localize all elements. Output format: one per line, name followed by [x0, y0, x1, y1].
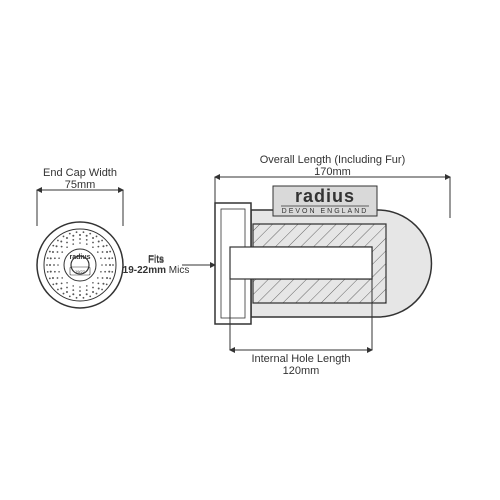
brand-subtitle: DEVON ENGLAND: [282, 208, 369, 215]
svg-text:19/22: 19/22: [75, 269, 86, 274]
brand-name: radius: [295, 186, 355, 206]
dimension-drawing: radius 19/22 radius DEVON ENGLAND End Cap Wi…: [0, 0, 500, 500]
overall-length-value: 170mm: [314, 166, 351, 178]
fits-line2: 19-22mm Mics: [123, 265, 190, 276]
side-view: [215, 203, 431, 324]
overall-length-label: Overall Length (Including Fur): [260, 154, 406, 166]
internal-length-value: 120mm: [283, 365, 320, 377]
front-view: [37, 222, 123, 308]
cap-logo: radius: [69, 254, 90, 261]
fits-line1: Fits: [148, 254, 164, 265]
end-cap-width-label: End Cap Width: [43, 167, 117, 179]
end-cap-width-value: 75mm: [65, 179, 96, 191]
internal-length-label: Internal Hole Length: [251, 353, 350, 365]
